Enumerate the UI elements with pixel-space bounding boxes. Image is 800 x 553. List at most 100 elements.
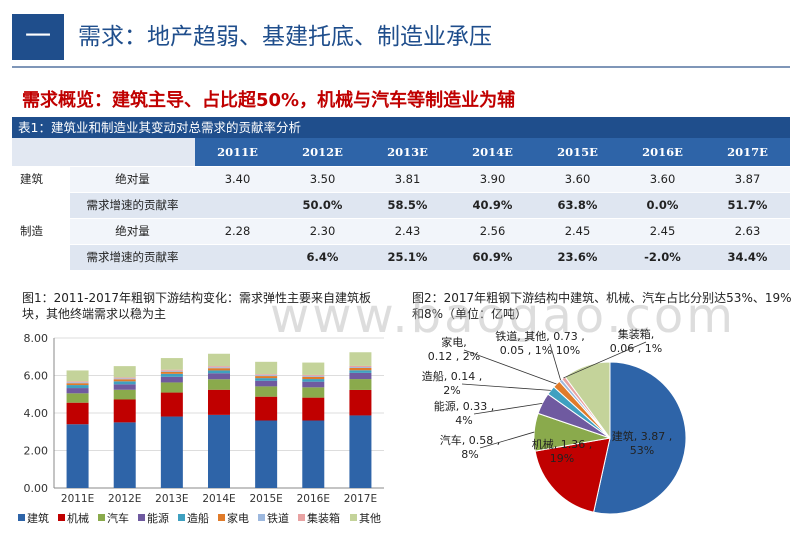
- col-header: 2015E: [535, 138, 620, 167]
- bar-造船: [66, 385, 89, 389]
- bar-汽车: [302, 387, 325, 398]
- bar-汽车: [66, 393, 89, 403]
- bar-铁道: [302, 375, 325, 377]
- pie-label: 机械, 1.36 ,: [532, 437, 592, 451]
- legend-swatch: [98, 514, 105, 521]
- bar-集装箱: [208, 366, 230, 368]
- header-blank: [70, 138, 195, 167]
- bar-能源: [208, 373, 230, 380]
- pie-label: 19%: [550, 452, 574, 465]
- bar-铁道: [349, 367, 372, 368]
- cell: 0.0%: [620, 192, 705, 219]
- col-header: 2011E: [195, 138, 280, 167]
- cell: 58.5%: [365, 192, 450, 219]
- pie-label: 家电,: [441, 335, 467, 349]
- stacked-bar-chart: 0.00 2.00 4.00 6.00 8.00 2011E 2012E 2013E 2014E…: [18, 332, 384, 525]
- legend-label: 能源: [147, 511, 169, 525]
- x-tick-label: 2015E: [249, 493, 282, 505]
- cell: 2.28: [195, 218, 280, 245]
- legend-swatch: [58, 514, 65, 521]
- leader-line: [473, 402, 543, 415]
- pie-label: 集装箱,: [618, 327, 655, 341]
- leader-line: [461, 383, 551, 391]
- legend-swatch: [350, 514, 357, 521]
- bar-能源: [160, 376, 183, 383]
- bar-能源: [113, 384, 136, 390]
- bar-铁道: [160, 370, 183, 372]
- cell: 2.43: [365, 218, 450, 245]
- table-row: 需求增速的贡献率 50.0% 58.5% 40.9% 63.8% 0.0% 51…: [12, 192, 790, 219]
- pie-label: 能源, 0.33 ,: [434, 399, 494, 413]
- leader-line: [479, 431, 535, 449]
- pie-label: 4%: [455, 414, 472, 427]
- bar-家电: [113, 379, 136, 382]
- legend-swatch: [258, 514, 265, 521]
- cell: 3.87: [705, 166, 790, 193]
- cell: 3.60: [620, 166, 705, 193]
- legend-label: 机械: [67, 511, 89, 525]
- cell: 3.40: [195, 166, 280, 193]
- y-tick-label: 6.00: [24, 370, 49, 383]
- bar-建筑: [160, 416, 183, 488]
- legend-swatch: [18, 514, 25, 521]
- legend-label: 造船: [187, 511, 209, 525]
- bar-其他: [302, 362, 325, 375]
- page-title: 需求：地产趋弱、基建托底、制造业承压: [78, 24, 492, 50]
- bar-铁道: [113, 378, 136, 380]
- pie-label: 0.12 , 2%: [428, 350, 480, 363]
- cell: 6.4%: [280, 244, 365, 271]
- bar-其他: [208, 353, 230, 367]
- bar-能源: [255, 380, 278, 387]
- title-divider: [12, 66, 790, 68]
- cell: 2.45: [620, 218, 705, 245]
- group-label-blank: [12, 192, 70, 219]
- cell: 3.90: [450, 166, 535, 193]
- bar-铁道: [208, 367, 230, 369]
- figure1-caption: 图1：2011-2017年粗钢下游结构变化：需求弹性主要来自建筑板块，其他终端需…: [22, 291, 372, 321]
- legend-swatch: [138, 514, 145, 521]
- bar-造船: [255, 378, 278, 381]
- x-tick-label: 2012E: [108, 493, 141, 505]
- pie-label: 汽车, 0.58 ,: [440, 433, 500, 447]
- bar-汽车: [349, 379, 372, 390]
- pie-label: 2%: [443, 384, 460, 397]
- table-row: 建筑 绝对量 3.40 3.50 3.81 3.90 3.60 3.60 3.8…: [12, 166, 790, 193]
- pie-chart: 建筑, 3.87 ,53% 机械, 1.36 ,19% 汽车, 0.58 ,8% 能源…: [422, 327, 687, 515]
- bar-机械: [113, 399, 136, 423]
- pie-label: 0.05 , 1% 10%: [500, 344, 580, 357]
- leader-line: [463, 349, 557, 385]
- bar-家电: [66, 383, 89, 386]
- row-label: 绝对量: [70, 166, 195, 193]
- x-tick-label: 2013E: [155, 493, 188, 505]
- bar-机械: [160, 392, 183, 417]
- bar-能源: [66, 388, 89, 394]
- col-header: 2012E: [280, 138, 365, 167]
- pie-slice-其他: [564, 361, 611, 440]
- pie-label: 造船, 0.14 ,: [422, 369, 482, 383]
- header-blank: [12, 138, 70, 167]
- pie-slice-建筑: [593, 361, 687, 515]
- y-tick-label: 4.00: [24, 407, 49, 420]
- cell: [195, 244, 280, 271]
- y-tick-label: 0.00: [24, 482, 49, 495]
- bar-集装箱: [66, 381, 89, 383]
- pie-slice-机械: [534, 437, 611, 513]
- figure2-caption: 图2：2017年粗钢下游结构中建筑、机械、汽车占比分别达53%、19%和8%（单…: [412, 291, 792, 321]
- bar-汽车: [160, 382, 183, 393]
- cell: 3.81: [365, 166, 450, 193]
- bar-建筑: [66, 424, 89, 488]
- bar-家电: [160, 371, 183, 374]
- bar-造船: [160, 373, 183, 377]
- col-header: 2013E: [365, 138, 450, 167]
- bar-造船: [208, 370, 230, 374]
- cell: 3.50: [280, 166, 365, 193]
- cell: 50.0%: [280, 192, 365, 219]
- y-tick-label: 8.00: [24, 332, 49, 345]
- y-tick-label: 2.00: [24, 445, 49, 458]
- bar-铁道: [66, 382, 89, 384]
- col-header: 2017E: [705, 138, 790, 167]
- legend-label: 集装箱: [307, 511, 340, 525]
- table-caption: 表1：建筑业和制造业其变动对总需求的贡献率分析: [12, 117, 790, 138]
- group-label: 制造: [12, 218, 70, 245]
- bar-建筑: [349, 415, 372, 488]
